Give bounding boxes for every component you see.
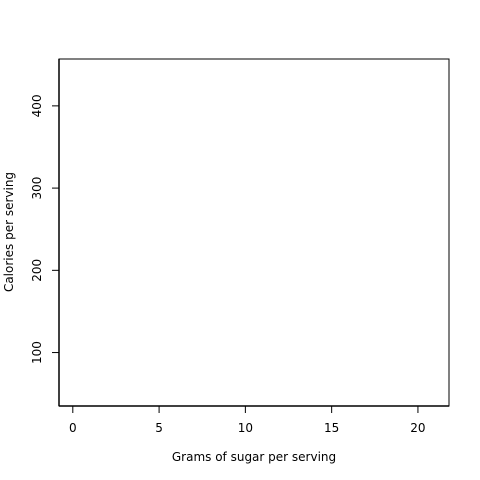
- x-axis: 0 5 10 15 20: [69, 406, 426, 435]
- x-tick-label: 15: [324, 421, 339, 435]
- plot-frame: [58, 58, 450, 407]
- y-tick-label: 300: [30, 177, 44, 200]
- y-tick-label: 200: [30, 259, 44, 282]
- y-tick-label: 100: [30, 341, 44, 364]
- y-tick-label: 400: [30, 94, 44, 117]
- y-axis: 100 200 300 400: [30, 94, 59, 364]
- x-tick-label: 10: [238, 421, 253, 435]
- y-axis-title: Calories per serving: [2, 172, 16, 292]
- x-tick-label: 0: [69, 421, 77, 435]
- series-layer: [58, 59, 449, 407]
- x-tick-label: 5: [155, 421, 163, 435]
- x-tick-label: 20: [410, 421, 425, 435]
- x-axis-title: Grams of sugar per serving: [172, 450, 336, 464]
